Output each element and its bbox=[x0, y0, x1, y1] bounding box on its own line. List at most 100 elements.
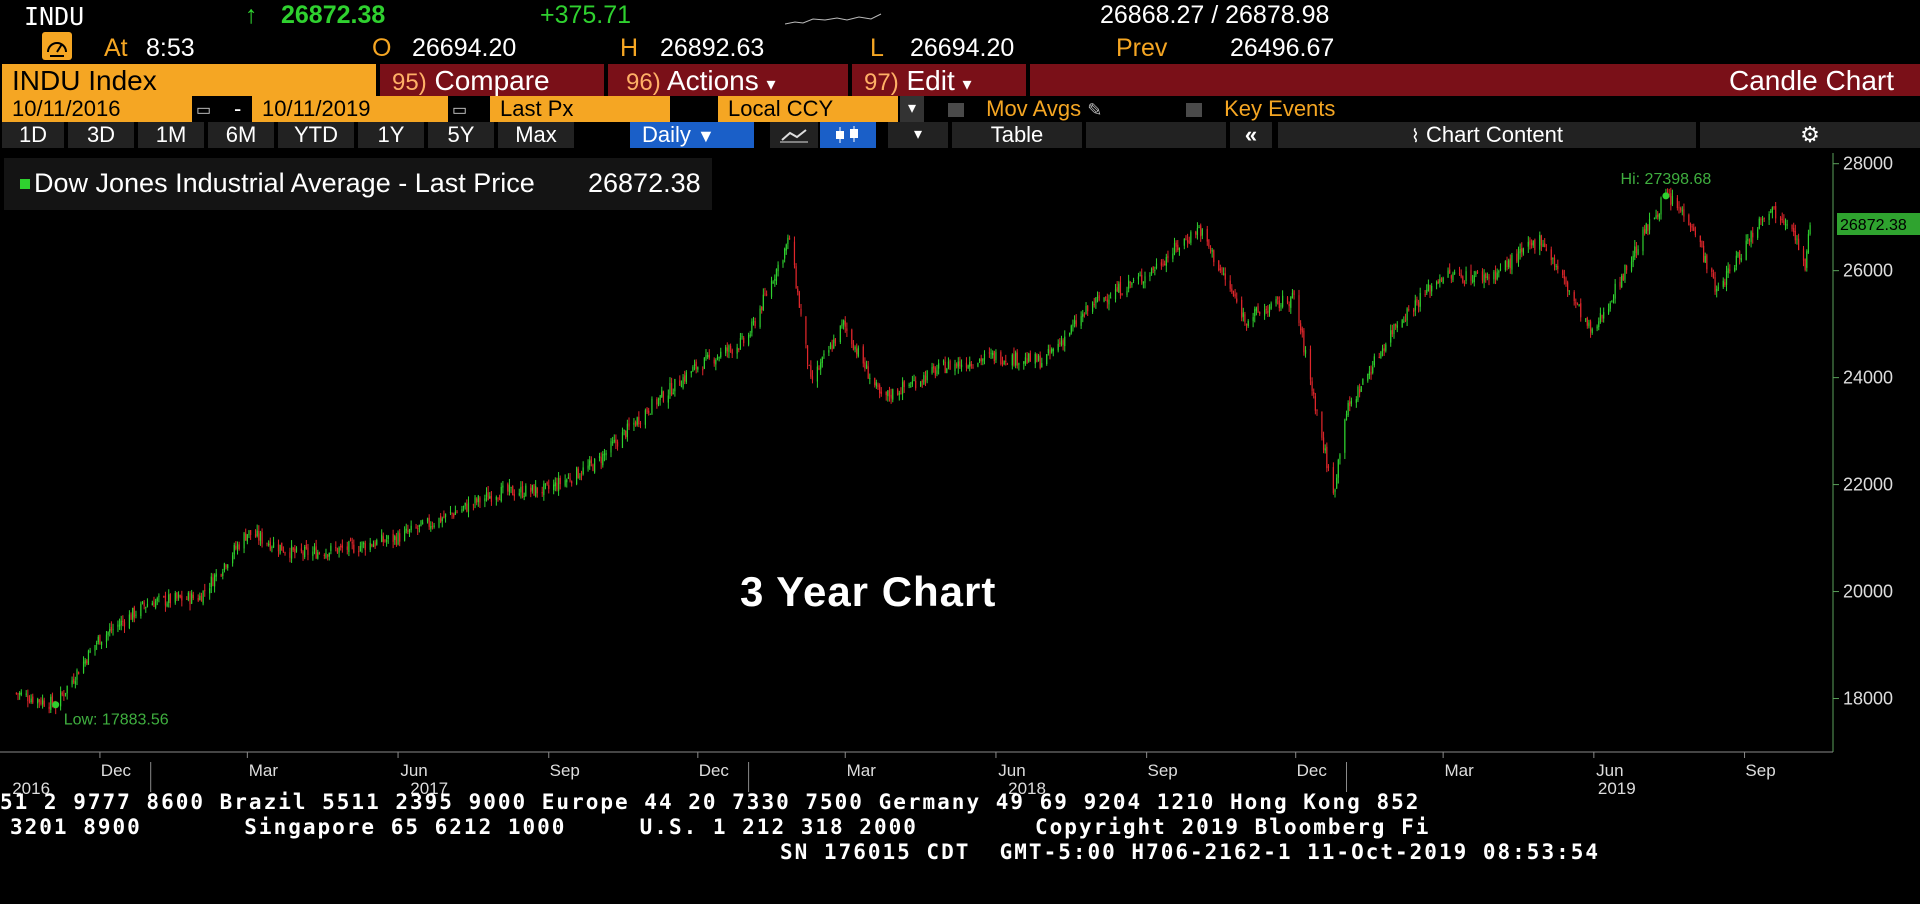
candle-body bbox=[38, 699, 40, 702]
candle-body bbox=[1429, 284, 1431, 294]
candle-body bbox=[1798, 238, 1800, 251]
candle-body bbox=[798, 292, 800, 308]
period-button-3d[interactable]: 3D bbox=[68, 122, 134, 148]
candle-body bbox=[784, 248, 786, 259]
candle-body bbox=[415, 526, 417, 528]
chart-type-label[interactable]: Candle Chart bbox=[1030, 64, 1920, 96]
frequency-selector[interactable]: Daily ▼ bbox=[630, 122, 754, 148]
collapse-left-icon[interactable]: « bbox=[1230, 122, 1272, 148]
candle-body bbox=[806, 345, 809, 365]
line-chart-icon[interactable] bbox=[770, 122, 818, 148]
mov-avgs-checkbox[interactable] bbox=[948, 103, 964, 118]
table-button[interactable]: Table bbox=[952, 122, 1082, 148]
period-button-5y[interactable]: 5Y bbox=[428, 122, 494, 148]
candle-body bbox=[1555, 266, 1557, 268]
candle-body bbox=[1367, 373, 1369, 381]
chart-style-dropdown-icon[interactable]: ▾ bbox=[888, 122, 948, 148]
pencil-icon[interactable]: ✎ bbox=[1087, 100, 1103, 120]
end-date-field[interactable]: 10/11/2019 bbox=[252, 96, 448, 122]
key-events-checkbox[interactable] bbox=[1186, 103, 1202, 118]
candle-body bbox=[433, 525, 435, 528]
table-options-button[interactable] bbox=[1086, 122, 1226, 148]
high-label: Hi: 27398.68 bbox=[1621, 171, 1712, 188]
start-date-field[interactable]: 10/11/2016 bbox=[2, 96, 192, 122]
candle-body bbox=[1083, 314, 1086, 316]
candle-body bbox=[210, 576, 212, 588]
candle-body bbox=[1139, 275, 1141, 277]
currency-dropdown-icon[interactable]: ▾ bbox=[900, 96, 924, 122]
candle-body bbox=[153, 602, 155, 607]
candle-body bbox=[782, 260, 784, 264]
candle-body bbox=[282, 550, 284, 553]
actions-button[interactable]: 96) Actions ▾ bbox=[608, 64, 848, 96]
period-button-1y[interactable]: 1Y bbox=[358, 122, 424, 148]
candle-body bbox=[1224, 273, 1226, 280]
candle-body bbox=[729, 345, 732, 349]
security-field[interactable]: INDU Index bbox=[2, 64, 376, 96]
sparkline bbox=[785, 13, 882, 25]
settings-gear-icon[interactable]: ⚙ bbox=[1700, 122, 1920, 148]
candle-body bbox=[438, 517, 440, 527]
candle-body bbox=[269, 541, 271, 550]
candle-body bbox=[795, 266, 797, 288]
candle-body bbox=[1671, 196, 1674, 204]
currency-selector[interactable]: Local CCY bbox=[718, 96, 898, 122]
candle-body bbox=[1580, 303, 1582, 318]
candle-body bbox=[1521, 247, 1523, 252]
candle-body bbox=[281, 542, 283, 551]
candle-body bbox=[1303, 330, 1305, 353]
candle-body bbox=[600, 457, 602, 464]
candle-body bbox=[865, 364, 868, 369]
period-button-ytd[interactable]: YTD bbox=[278, 122, 354, 148]
price-chart[interactable]: 28000 26000 24000 22000 20000 18000 Dec Mar Jun… bbox=[0, 148, 1920, 798]
x-month-label: Mar bbox=[1444, 761, 1474, 780]
end-calendar-icon[interactable]: ▭ bbox=[452, 102, 468, 119]
legend-value: 26872.38 bbox=[588, 168, 701, 198]
candle-body bbox=[594, 458, 596, 473]
y-tick-label: 22000 bbox=[1843, 475, 1893, 495]
candle-body bbox=[869, 378, 871, 380]
candle-body bbox=[1360, 386, 1362, 392]
candle-body bbox=[89, 650, 91, 653]
candle-body bbox=[1614, 283, 1616, 299]
candle-body bbox=[1760, 218, 1762, 220]
candle-chart-icon[interactable] bbox=[820, 122, 876, 148]
period-button-1m[interactable]: 1M bbox=[138, 122, 204, 148]
candle-body bbox=[189, 593, 191, 605]
candle-body bbox=[546, 482, 548, 485]
chart-content-button[interactable]: ⌇ Chart Content bbox=[1278, 122, 1696, 148]
candle-body bbox=[295, 547, 298, 552]
candle-body bbox=[1573, 292, 1575, 302]
candle-body bbox=[279, 544, 281, 554]
edit-button[interactable]: 97) Edit ▾ bbox=[852, 64, 1026, 96]
candle-body bbox=[1504, 261, 1506, 270]
period-button-max[interactable]: Max bbox=[498, 122, 574, 148]
candle-body bbox=[854, 346, 856, 350]
candle-body bbox=[1391, 329, 1393, 335]
candle-body bbox=[135, 614, 137, 616]
candle-body bbox=[122, 620, 124, 622]
candle-body bbox=[140, 603, 142, 616]
candle-body bbox=[708, 354, 710, 358]
candle-body bbox=[1372, 367, 1374, 373]
candle-body bbox=[441, 518, 443, 522]
candle-body bbox=[86, 660, 88, 664]
start-calendar-icon[interactable]: ▭ bbox=[196, 102, 212, 119]
field-selector[interactable]: Last Px bbox=[490, 96, 670, 122]
candle-body bbox=[261, 532, 263, 544]
key-events-toggle[interactable]: Key Events bbox=[1186, 96, 1335, 122]
compare-button[interactable]: 95) Compare bbox=[380, 64, 604, 96]
mov-avgs-toggle[interactable]: Mov Avgs ✎ bbox=[948, 96, 1102, 123]
candle-body bbox=[1485, 273, 1487, 279]
candle-body bbox=[1137, 276, 1140, 280]
candle-body bbox=[1424, 293, 1426, 295]
chart-legend[interactable]: Dow Jones Industrial Average - Last Pric… bbox=[4, 158, 712, 210]
candle-body bbox=[1324, 448, 1326, 451]
candle-body bbox=[913, 380, 915, 382]
gauge-icon[interactable] bbox=[42, 32, 72, 60]
candle-body bbox=[1175, 242, 1177, 247]
candle-body bbox=[1635, 247, 1638, 254]
period-button-6m[interactable]: 6M bbox=[208, 122, 274, 148]
period-button-1d[interactable]: 1D bbox=[2, 122, 64, 148]
frequency-label: Daily bbox=[642, 122, 691, 147]
